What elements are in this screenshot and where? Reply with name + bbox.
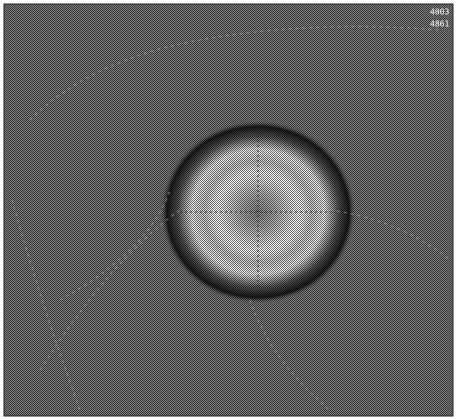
- overlay-text: 4003: [430, 8, 449, 17]
- dither-overlay: [4, 4, 453, 416]
- image: [4, 4, 453, 416]
- screenshot: 4003 4861: [0, 0, 456, 419]
- overlay-text: 4861: [430, 20, 449, 29]
